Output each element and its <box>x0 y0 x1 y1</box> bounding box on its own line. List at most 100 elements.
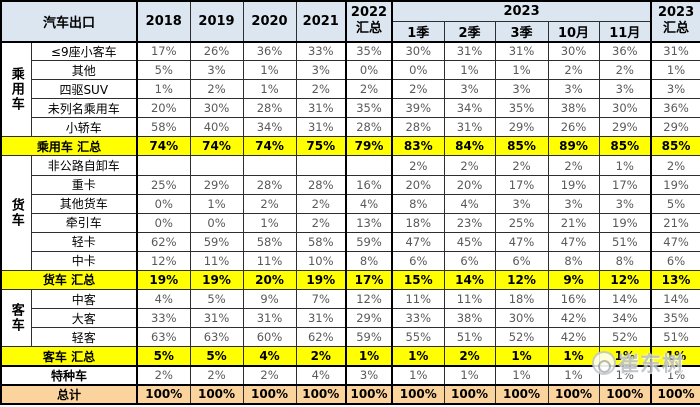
row-label: 中卡 <box>30 250 139 271</box>
value-cell: 31% <box>443 117 496 138</box>
value-cell: 21% <box>650 212 700 233</box>
value-cell: 3% <box>494 193 549 214</box>
value-cell: 1% <box>598 346 653 367</box>
value-cell: 3% <box>345 364 394 386</box>
value-cell: 29% <box>189 174 244 195</box>
row-label: 轻卡 <box>30 231 139 252</box>
value-cell: 89% <box>547 136 600 157</box>
col-header-2022-year: 2022 <box>350 5 388 20</box>
table-row: 其他 5% 3% 1% 3% 0% 0% 1% 1% 2% 2% 1% <box>1 60 700 81</box>
value-cell: 35% <box>345 40 394 62</box>
value-cell: 0% <box>136 212 191 233</box>
value-cell: 28% <box>391 117 445 138</box>
table-row: 特种车 2% 2% 2% 4% 3% 1% 1% 1% 1% 1% 1% <box>0 364 700 386</box>
row-label: 其他 <box>30 60 139 81</box>
value-cell: 38% <box>547 98 600 119</box>
value-cell: 17% <box>136 40 191 62</box>
row-label: 大客 <box>30 308 139 329</box>
value-cell: 29% <box>598 117 653 138</box>
col-header-oct: 10月 <box>547 20 600 42</box>
value-cell: 19% <box>547 174 600 195</box>
value-cell: 2% <box>443 346 496 367</box>
value-cell: 100% <box>345 383 394 405</box>
col-header-q2: 2季 <box>443 20 496 42</box>
col-header-2022-total: 2022 汇总 <box>345 0 394 42</box>
value-cell: 11% <box>189 250 244 271</box>
value-cell <box>242 155 297 176</box>
value-cell: 9% <box>547 269 600 291</box>
col-header-2023-total: 2023 汇总 <box>650 0 700 42</box>
value-cell: 100% <box>391 383 445 405</box>
value-cell: 51% <box>598 231 653 252</box>
value-cell: 11% <box>242 250 297 271</box>
value-cell: 4% <box>443 193 496 214</box>
col-header-2022-label: 汇总 <box>356 21 383 37</box>
value-cell <box>136 155 191 176</box>
value-cell: 3% <box>494 79 549 100</box>
value-cell: 5% <box>136 346 191 367</box>
value-cell: 14% <box>650 289 700 310</box>
value-cell: 1% <box>650 60 700 81</box>
vehicle-group-label: 客车 <box>0 289 32 348</box>
row-label: 其他货车 <box>30 193 139 214</box>
value-cell: 21% <box>547 212 600 233</box>
value-cell: 23% <box>443 212 496 233</box>
vehicle-group-label: 乘用车 <box>0 40 32 138</box>
value-cell: 85% <box>598 136 653 157</box>
value-cell: 34% <box>242 117 297 138</box>
value-cell: 2% <box>650 155 700 176</box>
value-cell: 34% <box>443 98 496 119</box>
col-header-2023-span: 2023 <box>391 0 653 22</box>
value-cell: 2% <box>242 364 297 386</box>
value-cell: 100% <box>136 383 191 405</box>
value-cell: 1% <box>494 60 549 81</box>
value-cell: 0% <box>136 193 191 214</box>
value-cell: 2% <box>443 155 496 176</box>
value-cell: 52% <box>598 327 653 348</box>
value-cell: 33% <box>391 308 445 329</box>
value-cell: 2% <box>189 79 244 100</box>
value-cell: 100% <box>494 383 549 405</box>
value-cell: 18% <box>494 289 549 310</box>
value-cell: 16% <box>345 174 394 195</box>
value-cell: 45% <box>443 231 496 252</box>
table-row: 未列名乘用车 20% 30% 28% 31% 35% 39% 34% 35% 38% 30% 36% <box>1 98 700 119</box>
value-cell: 47% <box>547 231 600 252</box>
table-row: 客车 中客 4% 5% 9% 7% 12% 11% 11% 18% 16% 14% 14% <box>0 289 700 348</box>
value-cell: 8% <box>547 250 600 271</box>
value-cell: 2% <box>345 79 394 100</box>
value-cell: 17% <box>598 174 653 195</box>
value-cell: 2% <box>598 60 653 81</box>
value-cell: 40% <box>189 117 244 138</box>
value-cell: 28% <box>242 98 297 119</box>
value-cell: 31% <box>295 98 348 119</box>
value-cell: 83% <box>391 136 445 157</box>
value-cell: 1% <box>494 346 549 367</box>
value-cell: 8% <box>345 250 394 271</box>
value-cell: 28% <box>345 117 394 138</box>
value-cell: 25% <box>494 212 549 233</box>
value-cell: 5% <box>650 193 700 214</box>
value-cell: 6% <box>650 250 700 271</box>
value-cell: 12% <box>494 269 549 291</box>
value-cell: 0% <box>189 212 244 233</box>
table-body: 乘用车 ≤9座小客车 17% 26% 36% 33% 35% 30% 31% 31% 30% 36% 3… <box>0 40 700 405</box>
row-label: 小轿车 <box>30 117 139 138</box>
value-cell: 1% <box>391 346 445 367</box>
value-cell: 25% <box>136 174 191 195</box>
value-cell: 2% <box>547 155 600 176</box>
table-row: 轻客 63% 63% 60% 62% 59% 55% 51% 52% 42% 52% 51% <box>1 327 700 348</box>
value-cell: 2% <box>295 212 348 233</box>
value-cell: 52% <box>494 327 549 348</box>
value-cell: 100% <box>189 383 244 405</box>
value-cell: 15% <box>391 269 445 291</box>
value-cell: 74% <box>136 136 191 157</box>
value-cell: 30% <box>494 308 549 329</box>
value-cell: 9% <box>242 289 297 310</box>
table-row: 小轿车 58% 40% 34% 31% 28% 28% 31% 29% 26% 29% 29% <box>1 117 700 138</box>
value-cell: 33% <box>136 308 191 329</box>
col-header-q3: 3季 <box>494 20 549 42</box>
table-header: 汽车出口 2018 2019 2020 2021 2022 汇总 2023 20… <box>0 0 700 42</box>
value-cell: 29% <box>650 117 700 138</box>
